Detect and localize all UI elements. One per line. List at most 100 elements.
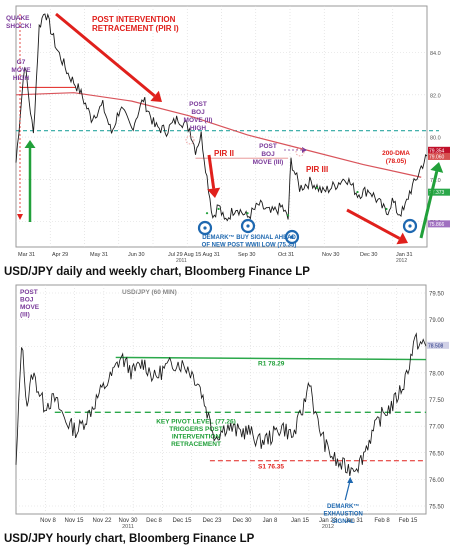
x-tick-label: Dec 30 — [232, 518, 252, 524]
demark-pointer — [344, 479, 351, 501]
x-tick-label: Jul 29 Aug 15 Aug 31 — [168, 252, 220, 258]
x-tick-label: Jan 15 — [291, 518, 310, 524]
signal-dot — [385, 207, 388, 211]
price-tag — [428, 220, 450, 228]
y-tick-label: 78.00 — [429, 371, 445, 377]
top-chart-caption: USD/JPY daily and weekly chart, Bloomber… — [4, 266, 310, 278]
x-tick-label: Nov 8 — [40, 518, 56, 524]
y-tick-label: 76.50 — [429, 451, 445, 457]
ma-200-line — [15, 92, 422, 178]
demark-pointer-head — [347, 477, 354, 484]
x-tick-label: Dec 23 — [202, 518, 222, 524]
r1-level-line — [115, 356, 427, 361]
rally-arrow-shaft — [419, 170, 439, 239]
pir2-label: PIR II — [214, 149, 234, 158]
x-tick-label: Apr 29 — [52, 252, 68, 258]
signal-dot — [315, 186, 319, 189]
chart-title: USD/JPY (60 MIN) — [122, 289, 177, 296]
x-tick-label: Jan 8 — [263, 518, 278, 524]
pir2-arrow-shaft — [207, 154, 216, 189]
x-tick-label: May 31 — [90, 252, 108, 258]
y-tick-label: 77.50 — [429, 398, 445, 404]
x-tick-label: Sep 30 — [238, 252, 255, 258]
rally-arrow-head — [430, 162, 444, 173]
price-line — [15, 13, 428, 222]
y-tick-label: 82.0 — [430, 93, 441, 99]
price-line — [15, 332, 427, 476]
boj2-label: POST BOJ MOVE (II) HIGH — [184, 101, 213, 132]
x-year-label: 2012 — [396, 258, 407, 264]
boj3-pointer-head — [302, 147, 307, 153]
demark-circle — [197, 220, 213, 236]
price-tag-label: 75.866 — [429, 222, 445, 228]
x-tick-label: Mar 31 — [18, 252, 35, 258]
pir3-label: PIR III — [306, 165, 328, 174]
quake-shock-label: QUAKE SHOCK! — [6, 15, 32, 30]
ma200-label: 200-DMA (78.05) — [382, 150, 410, 165]
y-tick-label: 80.0 — [430, 136, 441, 142]
boj3-high-marker — [295, 147, 305, 157]
x-tick-label: Jan 23 — [319, 518, 338, 524]
price-tag-label: 78.508 — [428, 343, 444, 349]
x-tick-label: Nov 30 — [118, 518, 138, 524]
x-tick-label: Dec 15 — [172, 518, 192, 524]
y-tick-label: 76.00 — [429, 478, 445, 484]
x-year-label: 2011 — [176, 258, 187, 264]
hourly-chart: 79.5079.0078.5078.0077.5077.0076.5076.00… — [15, 284, 449, 530]
x-tick-label: Nov 22 — [92, 518, 112, 524]
pir1-arrow-shaft — [55, 12, 156, 98]
x-tick-label: Dec 30 — [360, 252, 377, 258]
signal-dot — [217, 207, 220, 211]
pir3-arrow-head — [396, 232, 408, 245]
signal-dot — [286, 214, 290, 217]
price-tag — [428, 146, 450, 154]
pir1-arrow-head — [150, 90, 162, 102]
g7-rally-arrow-head — [24, 140, 36, 148]
demark-circle-dot — [246, 224, 250, 228]
quake-marker-head — [17, 214, 23, 220]
x-tick-label: Oct 31 — [278, 252, 294, 258]
g7-move-high-label: G7 MOVE HIGH — [11, 59, 31, 82]
key-pivot-label: KEY PIVOT LEVEL (77.26) TRIGGERS POST INTE… — [156, 418, 236, 448]
x-tick-label: Nov 15 — [64, 518, 84, 524]
y-tick-label: 79.00 — [429, 318, 445, 324]
pir3-arrow-shaft — [346, 208, 401, 240]
signal-dot — [356, 190, 359, 194]
x-tick-label: Jan 31 — [396, 252, 413, 258]
signal-dot — [246, 212, 249, 215]
demark-circle — [402, 218, 418, 234]
demark-circle-dot — [290, 235, 294, 239]
price-tag — [428, 188, 450, 196]
pir1-label: POST INTERVENTION RETRACEMENT (PIR I) — [92, 15, 179, 33]
demark-circle — [284, 229, 300, 245]
demark-exhaustion-label: DEMARK™ EXHAUSTION SIGNAL — [324, 503, 363, 525]
x-year-label: 2011 — [122, 524, 134, 530]
x-tick-label: Jun 30 — [128, 252, 145, 258]
y-tick-label: 79.50 — [429, 291, 445, 297]
x-tick-label: Jan 31 — [345, 518, 364, 524]
signal-dot — [205, 212, 209, 215]
y-tick-label: 77.00 — [429, 425, 445, 431]
y-tick-label: 84.0 — [430, 51, 441, 57]
x-year-label: 2012 — [322, 524, 334, 530]
s1-label: S1 76.35 — [258, 464, 284, 471]
x-tick-label: Nov 30 — [322, 252, 339, 258]
x-tick-label: Dec 8 — [146, 518, 162, 524]
x-tick-label: Feb 15 — [399, 518, 418, 524]
x-tick-label: Feb 8 — [374, 518, 390, 524]
y-tick-label: 75.50 — [429, 505, 445, 511]
boj2-high-marker — [185, 135, 195, 145]
r1-label: R1 78.29 — [258, 360, 285, 367]
price-tag-label: 79.354 — [429, 148, 445, 154]
price-tag — [427, 341, 449, 349]
pir2-arrow-head — [207, 187, 221, 198]
price-tag-label: 79.060 — [429, 154, 445, 160]
demark-circle — [240, 218, 256, 234]
demark-buy-label: DEMARK™ BUY SIGNAL AHEAD OF NEW POST WWII… — [202, 234, 297, 249]
boj3-label: POST BOJ MOVE (III) — [20, 289, 40, 319]
demark-circle-dot — [408, 224, 412, 228]
price-tag-label: 77.373 — [429, 190, 445, 196]
hourly-chart-panel: 79.5079.0078.5078.0077.5077.0076.5076.00… — [2, 282, 469, 533]
